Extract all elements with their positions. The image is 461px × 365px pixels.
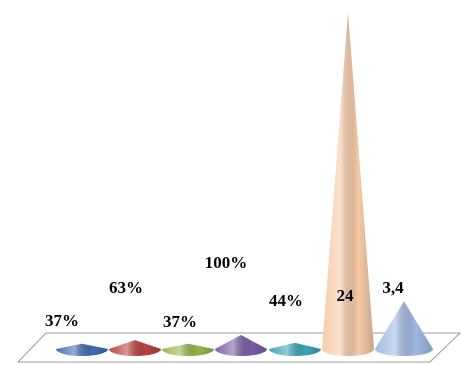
cone-shading-7 (375, 301, 433, 356)
chart-data-labels: 37% 63% 37% 100% 44% 24 3,4 (45, 253, 404, 331)
cone-shading-4 (215, 334, 267, 356)
data-label-6: 24 (337, 286, 355, 305)
cone-mark-2 (109, 340, 161, 356)
data-label-7: 3,4 (382, 278, 404, 297)
data-label-3: 37% (163, 312, 197, 331)
cone-mark-7 (375, 301, 433, 356)
cone-mark-5 (269, 342, 321, 356)
cone-shading-1 (56, 343, 108, 356)
cone-mark-1 (56, 343, 108, 356)
data-label-4: 100% (205, 253, 248, 272)
data-label-2: 63% (109, 278, 143, 297)
data-label-5: 44% (269, 291, 303, 310)
cone-shading-6 (322, 12, 374, 356)
cone-shading-3 (162, 343, 214, 356)
cone-mark-6 (322, 12, 374, 356)
data-label-1: 37% (45, 311, 79, 330)
cone-shading-2 (109, 340, 161, 356)
chart-marks (56, 12, 433, 356)
cone-mark-3 (162, 343, 214, 356)
cone-shading-5 (269, 342, 321, 356)
cone-mark-4 (215, 334, 267, 356)
